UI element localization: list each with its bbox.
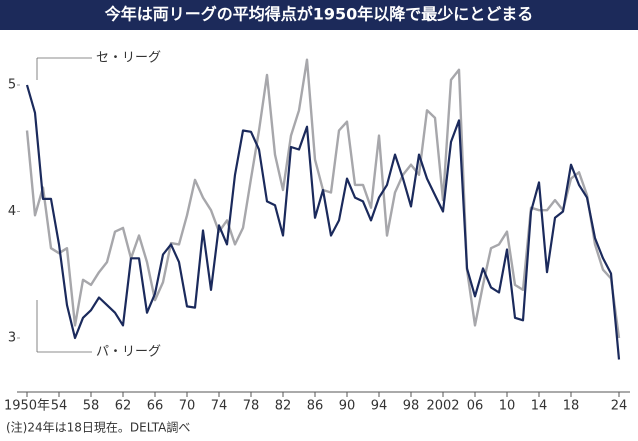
chart-title: 今年は両リーグの平均得点が1950年以降で最少にとどまる — [104, 5, 534, 24]
x-tick-label: 90 — [339, 399, 356, 414]
legend-label: セ・リーグ — [96, 51, 161, 66]
x-tick-label: 66 — [147, 399, 164, 414]
x-tick-label: 1950年 — [4, 399, 50, 414]
legend-label: パ・リーグ — [96, 345, 161, 360]
x-tick-label: 74 — [211, 399, 228, 414]
x-tick-label: 82 — [275, 399, 292, 414]
x-tick-label: 10 — [499, 399, 516, 414]
x-tick-label: 58 — [83, 399, 100, 414]
title-bar — [0, 0, 638, 30]
x-tick-label: 70 — [179, 399, 196, 414]
x-tick-label: 78 — [243, 399, 260, 414]
note: (注)24年は18日現在。DELTA調べ — [6, 420, 190, 435]
x-tick-label: 86 — [307, 399, 324, 414]
x-tick-label: 18 — [563, 399, 580, 414]
y-tick-label: 5 — [8, 78, 16, 93]
series-line — [25, 58, 621, 339]
y-tick-label: 3 — [8, 331, 16, 346]
series-line — [25, 84, 621, 360]
x-tick-label: 98 — [403, 399, 420, 414]
x-tick-label: 94 — [371, 399, 388, 414]
x-tick-label: 06 — [467, 399, 484, 414]
x-tick-label: 14 — [531, 399, 548, 414]
x-tick-label: 62 — [115, 399, 132, 414]
x-tick-label: 54 — [51, 399, 68, 414]
y-tick-label: 4 — [8, 204, 16, 219]
x-tick-label: 2002 — [426, 399, 459, 414]
x-tick-label: 24 — [611, 399, 628, 414]
